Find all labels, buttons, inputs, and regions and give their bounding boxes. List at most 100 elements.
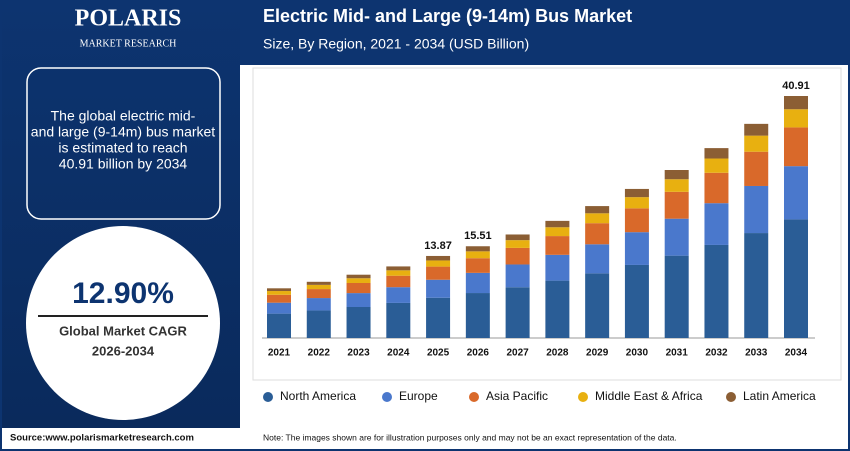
x-tick-label: 2030 — [626, 348, 649, 359]
x-tick-label: 2028 — [546, 348, 569, 359]
bar-segment — [744, 135, 769, 152]
x-tick-label: 2029 — [586, 348, 609, 359]
bar-segment — [624, 264, 649, 338]
bar-segment — [624, 232, 649, 265]
bar-segment — [784, 109, 808, 128]
bar-segment — [267, 294, 291, 303]
bar-segment — [267, 313, 291, 338]
bar-segment — [545, 280, 570, 338]
bar-segment — [505, 234, 530, 241]
bar-segment — [306, 284, 331, 290]
x-tick-label: 2021 — [268, 348, 291, 359]
bar-segment — [744, 185, 769, 234]
bar-segment — [624, 197, 649, 209]
bar-segment — [664, 218, 689, 256]
bar-segment — [664, 191, 689, 219]
x-tick-label: 2033 — [745, 348, 768, 359]
bar-segment — [585, 223, 610, 245]
bar-segment — [386, 266, 411, 271]
legend-label: North America — [280, 389, 356, 403]
bar-segment — [426, 266, 451, 280]
bar-segment — [704, 158, 729, 173]
bar-segment — [624, 208, 649, 233]
legend-label: Middle East & Africa — [595, 389, 703, 403]
bar-segment — [465, 258, 490, 273]
bar-segment — [306, 281, 331, 285]
bar-segment — [704, 203, 729, 245]
bar-segment — [346, 307, 371, 338]
bar-segment — [426, 297, 451, 338]
bar-segment — [267, 302, 291, 314]
bar-segment — [545, 220, 570, 228]
bar-segment — [704, 244, 729, 338]
legend-label: Asia Pacific — [486, 389, 548, 403]
summary-box — [26, 67, 221, 220]
x-tick-label: 2022 — [308, 348, 331, 359]
legend-swatch — [263, 392, 273, 402]
bar-segment — [505, 240, 530, 248]
bar-segment — [465, 272, 490, 294]
bar-segment — [744, 233, 769, 338]
note: Note: The images shown are for illustrat… — [263, 432, 677, 442]
summary-line: is estimated to reach — [58, 140, 187, 156]
bar-segment — [386, 302, 411, 338]
summary-line: 40.91 billion by 2034 — [59, 156, 188, 172]
x-tick-label: 2034 — [785, 348, 808, 359]
bar-segment — [585, 273, 610, 338]
bar-segment — [784, 96, 808, 110]
cagr-value: 12.90% — [72, 277, 174, 310]
bar-segment — [624, 188, 649, 198]
legend-swatch — [726, 392, 736, 402]
cagr-period: 2026-2034 — [92, 343, 155, 358]
legend-swatch — [578, 392, 588, 402]
bar-segment — [704, 172, 729, 204]
bar-segment — [585, 244, 610, 274]
total-label: 15.51 — [464, 230, 492, 242]
bar-segment — [585, 213, 610, 224]
brand-sub: MARKET RESEARCH — [80, 38, 177, 49]
bar-segment — [465, 293, 490, 338]
chart-title: Electric Mid- and Large (9-14m) Bus Mark… — [263, 6, 632, 26]
bar-segment — [505, 247, 530, 265]
bar-segment — [306, 289, 331, 299]
legend-label: Europe — [399, 389, 438, 403]
x-tick-label: 2026 — [467, 348, 490, 359]
bar-segment — [346, 293, 371, 308]
bar-segment — [784, 219, 808, 338]
x-tick-label: 2025 — [427, 348, 450, 359]
bar-segment — [585, 206, 610, 214]
chart-subtitle: Size, By Region, 2021 - 2034 (USD Billio… — [263, 36, 529, 52]
bar-segment — [386, 270, 411, 276]
bar-segment — [465, 246, 490, 252]
bar-segment — [267, 291, 291, 295]
bar-segment — [744, 123, 769, 136]
cagr-circle — [26, 226, 220, 420]
bar-segment — [386, 275, 411, 288]
bar-segment — [426, 260, 451, 267]
bar-segment — [664, 170, 689, 180]
bar-segment — [267, 288, 291, 292]
bar-segment — [704, 148, 729, 159]
bar-segment — [784, 127, 808, 167]
bar-segment — [664, 255, 689, 338]
bar-segment — [545, 227, 570, 237]
summary-line: and large (9-14m) bus market — [31, 124, 216, 140]
legend-label: Latin America — [743, 389, 816, 403]
bar-segment — [386, 287, 411, 303]
bar-segment — [346, 274, 371, 279]
bar-segment — [346, 278, 371, 283]
bar-segment — [505, 287, 530, 338]
x-tick-label: 2032 — [705, 348, 728, 359]
bar-segment — [545, 236, 570, 255]
bar-segment — [346, 282, 371, 294]
x-tick-label: 2031 — [666, 348, 689, 359]
bar-segment — [465, 251, 490, 259]
bar-segment — [426, 255, 451, 261]
bar-segment — [426, 279, 451, 298]
x-tick-label: 2027 — [506, 348, 529, 359]
bar-segment — [306, 310, 331, 338]
x-tick-label: 2023 — [347, 348, 370, 359]
cagr-label: Global Market CAGR — [59, 323, 187, 338]
